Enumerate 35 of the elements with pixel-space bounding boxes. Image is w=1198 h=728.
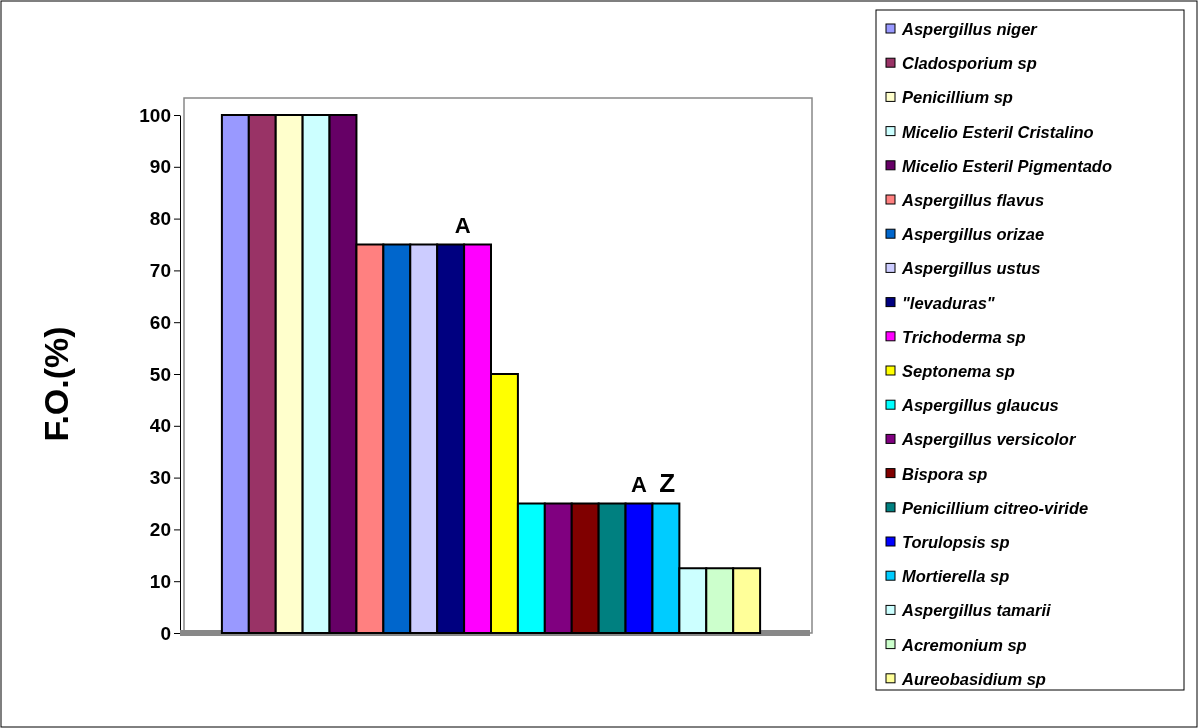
legend-label: Cladosporium sp xyxy=(902,54,1037,73)
legend-label: Aspergillus tamarii xyxy=(901,601,1051,620)
y-tick-label: 70 xyxy=(149,259,171,281)
legend-label: Micelio Esteril Pigmentado xyxy=(902,156,1112,175)
annotation: A xyxy=(454,212,471,238)
legend-label: Aspergillus ustus xyxy=(901,259,1041,278)
y-axis-title: F.O.(%) xyxy=(37,326,75,442)
legend-label: Aspergillus niger xyxy=(901,20,1039,38)
legend-label: Acremonium sp xyxy=(901,635,1027,654)
y-tick-label: 50 xyxy=(149,363,171,385)
legend-label: Torulopsis sp xyxy=(902,533,1010,551)
annotation: A xyxy=(631,471,648,497)
legend-label: Septonema sp xyxy=(902,362,1015,380)
legend-label: Aspergillus glaucus xyxy=(901,396,1059,415)
legend-label: "levaduras" xyxy=(902,293,995,312)
y-tick-label: 20 xyxy=(149,518,171,540)
y-tick-label: 60 xyxy=(149,311,171,333)
legend-label: Aspergillus orizae xyxy=(901,225,1045,244)
legend-label: Aspergillus versicolor xyxy=(901,430,1077,449)
y-tick-label: 10 xyxy=(149,570,171,592)
legend-label: Trichoderma sp xyxy=(902,327,1026,346)
legend-label: Penicillium citreo-viride xyxy=(902,498,1089,517)
y-tick-label: 0 xyxy=(160,622,171,644)
y-tick-label: 90 xyxy=(149,156,171,178)
legend-label: Bispora sp xyxy=(902,464,988,483)
annotation: Z xyxy=(659,467,676,498)
legend-label: Aureobasidium sp xyxy=(901,669,1046,688)
legend-label: Mortierella sp xyxy=(902,567,1010,586)
legend-label: Micelio Esteril Cristalino xyxy=(902,122,1094,141)
legend-label: Penicillium sp xyxy=(902,88,1013,107)
y-tick-label: 100 xyxy=(139,104,171,126)
y-tick-label: 80 xyxy=(149,208,171,230)
legend-label: Aspergillus flavus xyxy=(901,191,1045,209)
y-tick-label: 30 xyxy=(149,467,171,489)
y-tick-label: 40 xyxy=(149,415,171,437)
